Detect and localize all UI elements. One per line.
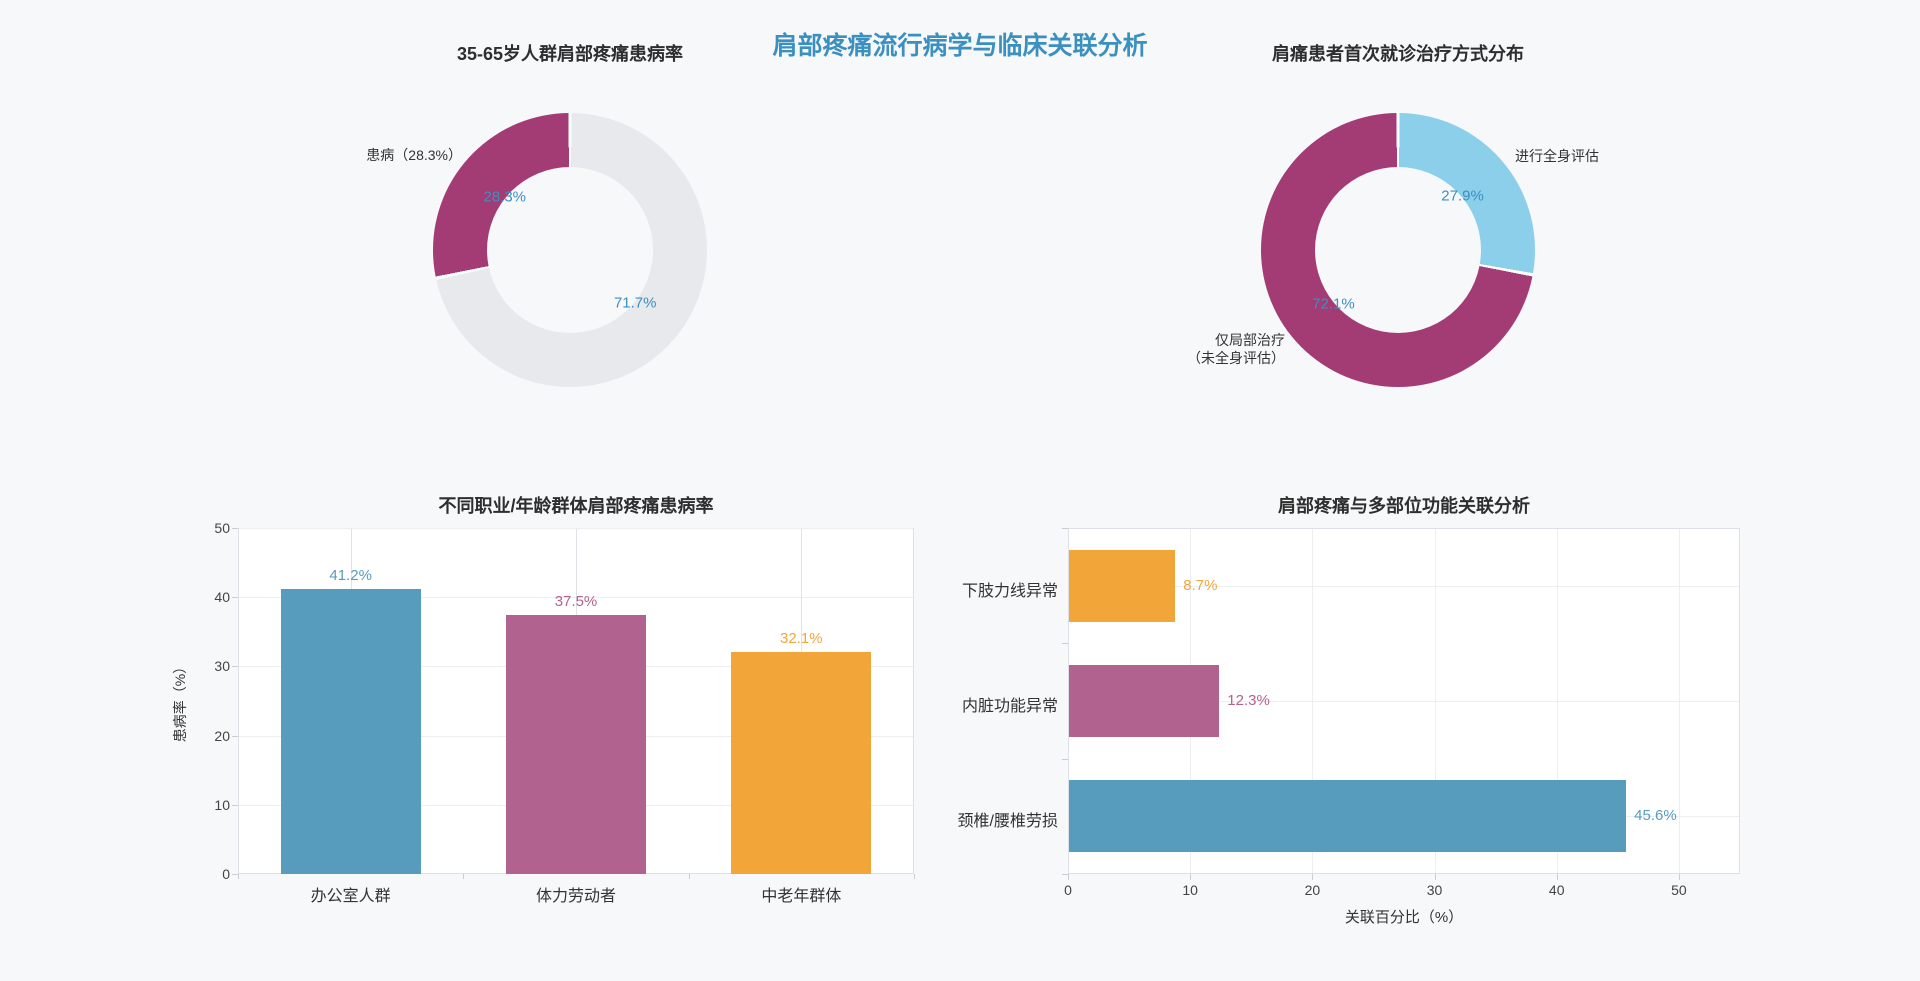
h-gridline — [1069, 585, 1739, 587]
slice-percent-label: 71.7% — [613, 294, 657, 312]
page-title: 肩部疼痛流行病学与临床关联分析 — [772, 32, 1148, 60]
slice-percent-label: 72.1% — [1312, 295, 1355, 313]
donut-canvas[interactable]: 28.3% 71.7% — [330, 30, 810, 430]
x-category-label: 中老年群体 — [761, 888, 842, 905]
y-tick — [232, 735, 238, 737]
chart-title: 不同职业/年龄群体肩部疼痛患病率 — [438, 496, 714, 516]
x-tick — [238, 874, 239, 879]
x-tick — [463, 874, 465, 879]
bar-value-label: 41.2% — [329, 566, 372, 584]
h-gridline — [1069, 701, 1739, 702]
x-tick — [1190, 874, 1192, 880]
chart-title: 35-65岁人群肩部疼痛患病率 — [456, 44, 684, 64]
y-tick-label: 50 — [214, 520, 230, 536]
donut-canvas[interactable]: 27.9% 72.1% — [1158, 30, 1638, 430]
bar-value-label: 8.7% — [1183, 576, 1218, 594]
x-tick — [1312, 874, 1314, 880]
bar-value-label: 12.3% — [1227, 692, 1270, 709]
x-tick — [914, 874, 915, 879]
donut-hole — [487, 167, 653, 333]
y-tick — [232, 874, 238, 875]
bar-canvas[interactable]: 0 10 20 30 40 50 41.2% 办公室人群 37.5% 体力劳动者 32.1% 中老年群… — [172, 482, 940, 942]
y-category-label: 下肢力线异常 — [961, 582, 1058, 600]
x-axis-title: 关联百分比（%） — [1344, 909, 1464, 926]
chart-occupation-prevalence: 不同职业/年龄群体肩部疼痛患病率 0 10 20 30 40 50 41.2% 办公室人群 37… — [172, 482, 940, 942]
x-tick-label: 10 — [1182, 882, 1198, 898]
x-tick — [1678, 874, 1680, 880]
bar-canvas[interactable]: 0 10 20 30 40 50 8.7% 下肢力线异常 12.3% 内脏功能异常 45.6% 颈椎/… — [958, 482, 1760, 942]
y-tick — [1062, 528, 1068, 529]
bar[interactable] — [1069, 780, 1627, 853]
y-tick-label: 0 — [222, 866, 230, 882]
bar[interactable] — [1069, 549, 1176, 622]
y-tick — [232, 528, 238, 529]
y-category-label: 颈椎/腰椎劳损 — [957, 813, 1058, 831]
chart-treatment-distribution: 肩痛患者首次就诊治疗方式分布 27.9% 72.1% 进行全身评估 仅局部治疗 （… — [1158, 30, 1638, 430]
bar[interactable] — [506, 614, 646, 874]
chart-multisite-association: 肩部疼痛与多部位功能关联分析 0 10 20 30 40 50 8.7% 下肢力线异常 12.3… — [958, 482, 1760, 942]
y-tick — [232, 804, 238, 806]
pie-outside-label: 仅局部治疗 （未全身评估） — [1187, 332, 1285, 366]
y-tick — [232, 666, 238, 668]
y-tick-label: 30 — [214, 658, 230, 675]
pie-outside-label: 患病（28.3%） — [366, 147, 462, 163]
x-tick-label: 30 — [1426, 882, 1443, 898]
y-tick-label: 40 — [214, 589, 230, 606]
pie-outside-label: 进行全身评估 — [1515, 148, 1599, 164]
h-gridline — [239, 528, 913, 529]
donut-hole — [1315, 167, 1481, 333]
x-category-label: 体力劳动者 — [535, 888, 616, 905]
x-tick-label: 50 — [1671, 882, 1687, 898]
slice-percent-label: 28.3% — [483, 188, 527, 206]
x-tick-label: 20 — [1304, 882, 1321, 898]
x-tick — [1068, 874, 1069, 880]
x-tick — [1556, 874, 1558, 880]
chart-title: 肩部疼痛与多部位功能关联分析 — [1278, 496, 1530, 516]
y-axis-title: 患病率（%） — [172, 659, 188, 743]
y-tick-label: 20 — [214, 727, 230, 744]
y-tick — [232, 597, 238, 599]
y-category-label: 内脏功能异常 — [961, 698, 1058, 715]
chart-age-prevalence: 35-65岁人群肩部疼痛患病率 28.3% 71.7% 患病（28.3%） — [330, 30, 810, 430]
x-tick — [1434, 874, 1436, 880]
y-tick — [1062, 758, 1068, 760]
bar-value-label: 45.6% — [1634, 807, 1677, 825]
bar-value-label: 37.5% — [554, 592, 598, 610]
bar[interactable] — [280, 588, 421, 874]
x-category-label: 办公室人群 — [310, 888, 391, 905]
bar[interactable] — [1069, 665, 1220, 737]
y-tick-label: 10 — [214, 796, 230, 813]
x-tick-label: 40 — [1548, 882, 1565, 898]
bar[interactable] — [731, 651, 872, 874]
chart-title: 肩痛患者首次就诊治疗方式分布 — [1272, 44, 1524, 64]
y-tick — [1062, 874, 1068, 875]
x-tick-label: 0 — [1064, 882, 1072, 898]
y-tick — [1062, 643, 1068, 645]
slice-percent-label: 27.9% — [1441, 187, 1484, 205]
x-tick — [688, 874, 690, 879]
bar-value-label: 32.1% — [780, 629, 823, 647]
